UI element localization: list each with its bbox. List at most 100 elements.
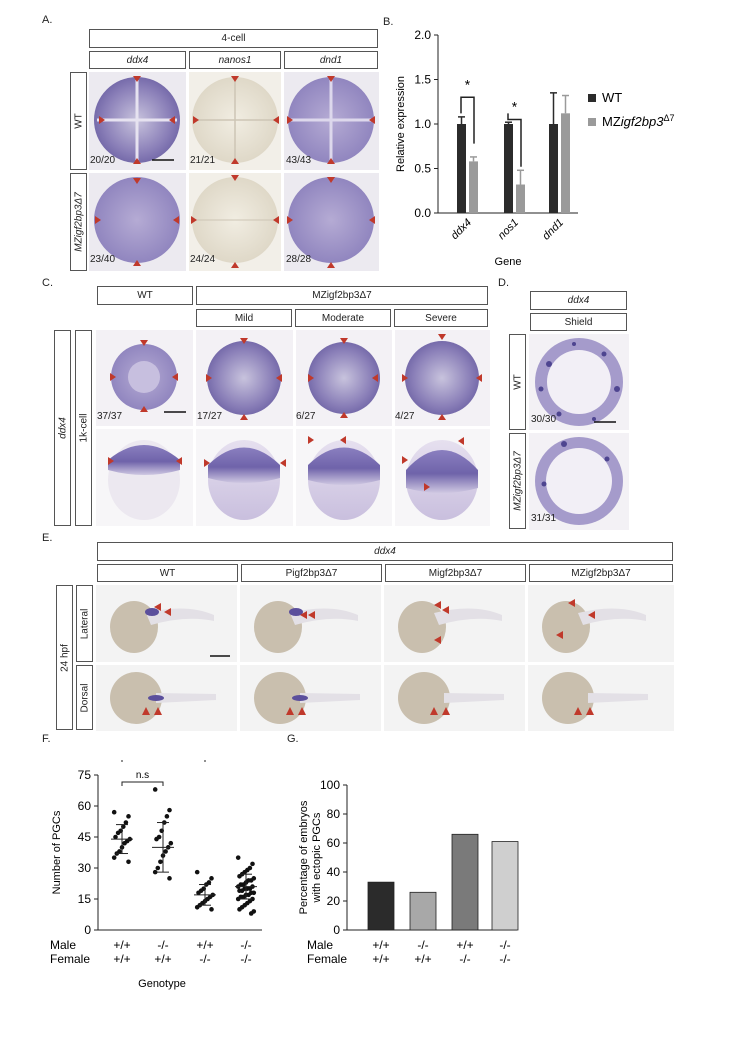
genotype-label: Migf2bp3Δ7 <box>428 567 483 579</box>
data-point <box>113 834 118 840</box>
y-axis-label: with ectopic PGCs <box>311 812 323 903</box>
panel-c-gene-label: ddx4 <box>54 330 71 526</box>
y-tick-label: 80 <box>327 807 341 821</box>
panel-a-row-wt: WT <box>70 72 87 170</box>
severity-label: Severe <box>425 312 457 324</box>
panel-label-e: E. <box>42 532 53 544</box>
data-point <box>111 809 117 815</box>
count-label: 28/28 <box>286 254 312 265</box>
view-label: Dorsal <box>79 683 90 712</box>
top-views <box>96 330 490 426</box>
count-label: 24/24 <box>190 254 216 265</box>
arrowhead <box>164 608 171 616</box>
panel-label-f: F. <box>42 733 51 745</box>
arrowhead <box>556 631 563 639</box>
x-axis-label: Gene <box>495 256 522 268</box>
bar <box>516 184 525 213</box>
count-label: 17/27 <box>197 411 223 422</box>
row-label: Male <box>307 938 333 952</box>
embryo-tail <box>588 693 648 703</box>
bar <box>504 124 513 213</box>
bar <box>491 841 519 931</box>
y-tick-label: 0 <box>84 923 91 937</box>
y-tick-label: 0.0 <box>414 206 431 220</box>
data-point <box>194 869 200 875</box>
arrowheads <box>108 334 482 491</box>
data-point <box>115 830 121 836</box>
panel-b-bar-chart: 0.0 0.5 1.0 1.5 2.0 Relative expression ddx4 no… <box>395 28 674 268</box>
stage-label: Shield <box>564 316 593 328</box>
embryo <box>94 177 180 263</box>
genotype-label: Pigf2bp3Δ7 <box>285 567 338 579</box>
bar <box>469 161 478 213</box>
x-tick-label: -/- <box>459 952 470 966</box>
y-tick-label: 0 <box>333 923 340 937</box>
legend-swatch <box>588 118 596 126</box>
arrowhead <box>430 707 438 715</box>
arrowhead <box>154 603 161 611</box>
x-tick-label: -/- <box>199 952 210 966</box>
gene-label: ddx4 <box>126 54 149 66</box>
arrowhead <box>568 599 575 607</box>
x-tick-label: +/+ <box>372 938 389 952</box>
yolk <box>398 672 450 724</box>
arrowhead <box>286 707 294 715</box>
bar <box>561 113 570 213</box>
count-label: 30/30 <box>531 414 557 425</box>
data-point <box>248 911 254 916</box>
bar <box>367 881 395 931</box>
panel-e-view-dorsal: Dorsal <box>76 665 93 730</box>
panel-label-g: G. <box>287 733 299 745</box>
data-point <box>164 814 170 819</box>
x-tick-label: -/- <box>240 952 251 966</box>
data-point <box>237 888 242 894</box>
count-label: 21/21 <box>190 155 216 166</box>
yolk <box>542 672 594 724</box>
y-axis-label: Relative expression <box>395 76 407 172</box>
bar <box>457 124 466 213</box>
significance-bracket <box>460 96 475 144</box>
panel-a-gene-dnd1: dnd1 <box>284 51 378 69</box>
arrowhead <box>434 636 441 644</box>
x-tick-label: ddx4 <box>449 217 474 242</box>
pgc-cluster <box>145 608 159 616</box>
data-point <box>194 904 200 910</box>
data-point <box>126 814 131 819</box>
data-point <box>237 907 242 912</box>
panel-d-stage-header: Shield <box>530 313 627 331</box>
panel-label-a: A. <box>42 14 53 26</box>
panel-c-severe: Severe <box>394 309 488 327</box>
gene-label: ddx4 <box>374 546 396 557</box>
panel-e-embryo-grid <box>96 585 674 731</box>
data-point <box>152 787 158 792</box>
y-tick-label: 15 <box>78 892 92 906</box>
data-point <box>235 896 241 902</box>
panel-e-gene-header: ddx4 <box>97 542 673 561</box>
pgc-cluster <box>148 695 164 701</box>
arrowhead <box>442 606 449 614</box>
arrowhead <box>434 601 441 609</box>
y-tick-label: 0.5 <box>414 162 431 176</box>
y-tick-label: 100 <box>320 778 340 792</box>
panel-a-gene-ddx4: ddx4 <box>89 51 186 69</box>
data-point <box>154 836 159 842</box>
view-label: Lateral <box>79 608 90 639</box>
data-point <box>123 820 129 825</box>
panel-a-stage-text: 4-cell <box>221 33 246 44</box>
data-point <box>122 840 127 846</box>
data-point <box>158 859 163 865</box>
stage-label: 1k-cell <box>78 413 89 443</box>
gene-label: ddx4 <box>567 295 590 306</box>
y-tick-label: 60 <box>327 836 341 850</box>
header-text: WT <box>137 290 153 301</box>
y-tick-label: 40 <box>327 865 341 879</box>
genotype-label: MZigf2bp3Δ7 <box>571 567 631 579</box>
data-point <box>250 861 255 867</box>
significance-star: * <box>465 76 471 92</box>
genotype-label: WT <box>159 567 176 579</box>
panel-e-genotype-mz: MZigf2bp3Δ7 <box>529 564 673 582</box>
y-tick-label: 60 <box>78 799 92 813</box>
pgc-cluster <box>292 695 308 701</box>
yolk <box>542 601 590 653</box>
